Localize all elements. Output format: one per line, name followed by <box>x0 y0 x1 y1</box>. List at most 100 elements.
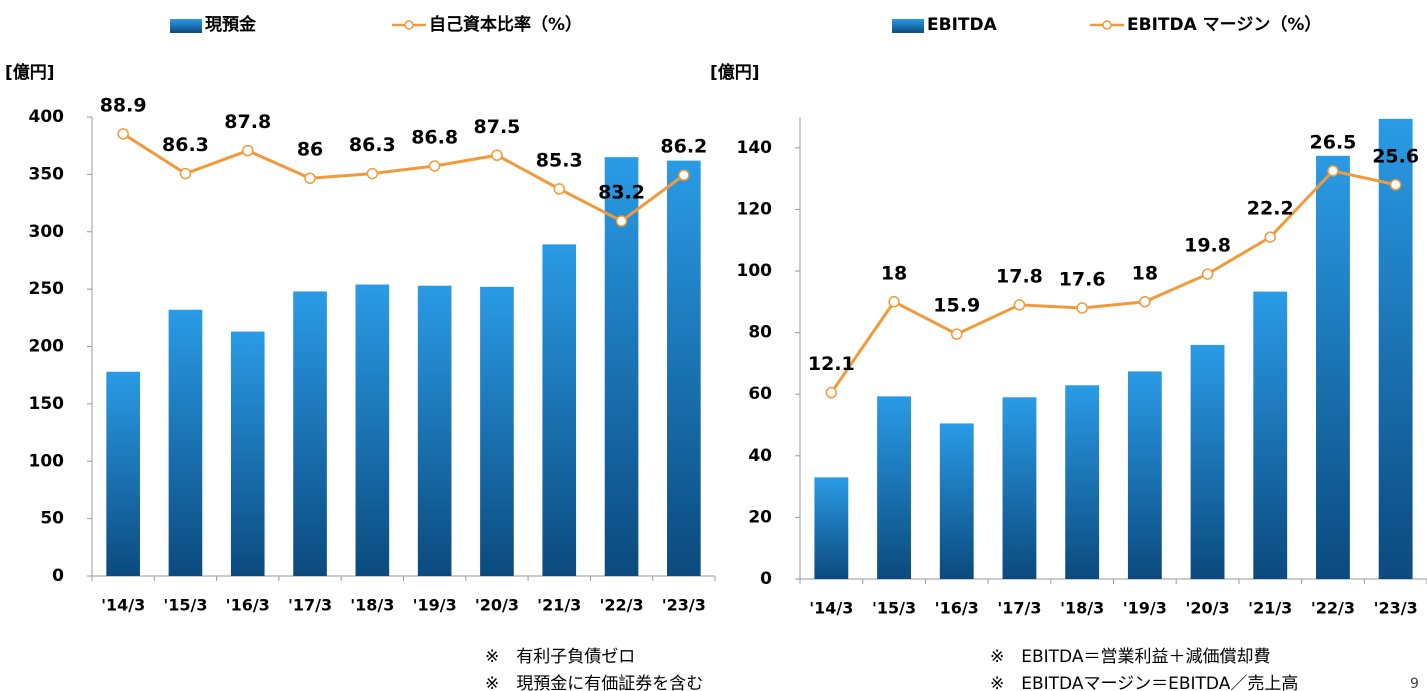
bar <box>355 284 390 576</box>
bar <box>877 396 911 579</box>
data-label: 17.8 <box>996 265 1043 287</box>
data-label: 25.6 <box>1372 145 1419 167</box>
legend-swatch <box>170 19 202 33</box>
line-marker <box>678 169 690 181</box>
line <box>830 169 1396 394</box>
y-tick-label: 300 <box>29 222 65 242</box>
bar <box>667 160 701 577</box>
data-label: 86.8 <box>411 126 458 148</box>
line-marker <box>1013 299 1026 311</box>
line-marker <box>1264 231 1276 243</box>
data-label: 86.3 <box>349 134 396 156</box>
x-tick-label: '18/3 <box>1060 599 1104 618</box>
x-tick-label: '22/3 <box>1311 599 1355 618</box>
y-tick-label: 100 <box>737 261 773 281</box>
bar <box>939 423 974 579</box>
line-marker <box>304 172 316 184</box>
y-tick-label: 60 <box>748 384 772 404</box>
x-tick-label: '15/3 <box>163 596 207 615</box>
data-label: 86 <box>297 139 323 161</box>
y-tick-label: 200 <box>29 337 65 357</box>
bar <box>106 371 140 576</box>
y-tick-label: 140 <box>737 138 773 158</box>
y-tick-label: 100 <box>29 451 65 471</box>
data-label: 88.9 <box>100 94 147 116</box>
data-label: 22.2 <box>1247 198 1294 220</box>
data-label: 86.3 <box>162 134 209 156</box>
x-tick-label: '19/3 <box>1123 599 1167 618</box>
y-tick-label: 80 <box>748 323 772 343</box>
legend-label: 現預金 <box>205 14 257 35</box>
x-tick-label: '19/3 <box>413 596 457 615</box>
legend-label: EBITDA <box>927 15 998 35</box>
x-tick-label: '18/3 <box>350 596 394 615</box>
legend-marker <box>404 20 414 30</box>
line-marker <box>242 144 254 157</box>
bar <box>1065 385 1100 579</box>
data-label: 17.6 <box>1059 268 1106 290</box>
x-tick-label: '17/3 <box>288 596 332 615</box>
x-tick-label: '20/3 <box>1185 599 1229 618</box>
bar <box>293 291 327 576</box>
bar <box>480 286 514 576</box>
line-marker <box>366 167 379 180</box>
x-tick-label: '23/3 <box>662 596 706 615</box>
footnote: ※ 現預金に有価証券を含む <box>485 674 703 691</box>
line-marker <box>179 167 192 180</box>
x-tick-label: '22/3 <box>599 596 643 615</box>
bar <box>542 244 577 576</box>
bar <box>230 331 265 576</box>
x-tick-label: '16/3 <box>935 599 979 618</box>
footnote: ※ EBITDA＝営業利益＋減価償却費 <box>990 647 1270 667</box>
line-marker <box>491 149 503 161</box>
y-tick-label: 50 <box>40 509 64 529</box>
line-marker <box>888 296 900 308</box>
line-marker <box>117 128 129 140</box>
x-tick-label: '20/3 <box>475 596 519 615</box>
y-tick-label: 20 <box>748 507 772 527</box>
data-label: 18 <box>881 262 907 284</box>
line-marker <box>825 386 838 399</box>
x-tick-label: '21/3 <box>537 596 581 615</box>
y-axis-label: [億円] <box>5 62 55 83</box>
bar <box>604 157 639 576</box>
page-number: 9 <box>1410 676 1419 691</box>
data-label: 85.3 <box>536 149 583 171</box>
x-tick-label: '23/3 <box>1374 599 1418 618</box>
footnote: ※ EBITDAマージン＝EBITDA／売上高 <box>990 674 1298 691</box>
line-marker <box>1076 302 1088 314</box>
x-tick-label: '15/3 <box>872 599 916 618</box>
y-tick-label: 40 <box>748 446 772 466</box>
bar <box>1127 371 1162 579</box>
y-tick-label: 0 <box>52 566 64 586</box>
line-marker <box>1389 179 1402 191</box>
data-label: 12.1 <box>808 353 855 375</box>
bar <box>814 477 849 579</box>
bar <box>1190 344 1225 579</box>
y-tick-label: 0 <box>760 569 772 589</box>
line-marker <box>428 160 441 172</box>
line-marker <box>553 183 565 195</box>
legend-label: EBITDA マージン（%） <box>1127 14 1321 35</box>
x-tick-label: '14/3 <box>809 599 853 618</box>
bar <box>168 309 203 576</box>
bar <box>1316 155 1350 580</box>
x-tick-label: '21/3 <box>1248 599 1292 618</box>
y-tick-label: 250 <box>29 279 65 299</box>
line <box>122 132 685 223</box>
line-marker <box>1139 296 1151 308</box>
bar <box>1002 397 1037 579</box>
line-marker <box>951 328 963 340</box>
line-marker <box>1201 268 1214 280</box>
x-tick-label: '16/3 <box>226 596 270 615</box>
data-label: 26.5 <box>1310 131 1357 153</box>
legend-swatch <box>892 19 924 33</box>
bar <box>1253 291 1288 579</box>
y-tick-label: 350 <box>29 164 65 184</box>
line-marker <box>1327 165 1339 177</box>
data-label: 19.8 <box>1184 235 1231 257</box>
y-tick-label: 120 <box>737 199 773 219</box>
legend-label: 自己資本比率（%） <box>429 14 582 35</box>
x-tick-label: '14/3 <box>101 596 145 615</box>
